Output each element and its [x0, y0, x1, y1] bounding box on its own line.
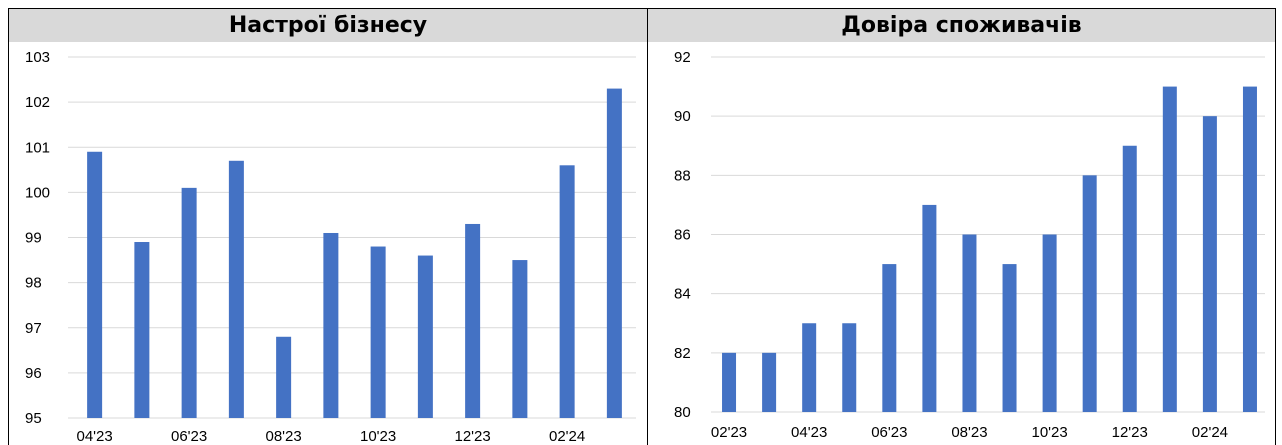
y-tick-label: 90	[674, 108, 691, 125]
bar	[1002, 264, 1017, 412]
bar	[370, 246, 386, 418]
y-tick-label: 102	[25, 94, 50, 111]
y-tick-label: 86	[674, 227, 691, 244]
bar	[1162, 86, 1177, 412]
chart-title-consumer-confidence: Довіра споживачів	[648, 9, 1275, 42]
y-tick-label: 100	[25, 184, 50, 201]
chart-title-business-sentiment: Настрої бізнесу	[9, 9, 647, 42]
x-tick-label: 08'23	[266, 428, 302, 445]
y-tick-label: 82	[674, 345, 691, 362]
y-tick-label: 88	[674, 167, 691, 184]
bar	[559, 165, 575, 418]
x-tick-label: 12'23	[455, 428, 491, 445]
bar	[606, 88, 622, 419]
x-tick-label: 10'23	[360, 428, 396, 445]
y-tick-label: 84	[674, 286, 691, 303]
y-tick-label: 98	[25, 275, 42, 292]
bar	[1042, 234, 1057, 412]
bar	[1122, 145, 1137, 412]
y-tick-label: 96	[25, 365, 42, 382]
x-tick-label: 08'23	[951, 424, 987, 441]
bar	[762, 352, 777, 412]
x-tick-label: 02'23	[711, 424, 747, 441]
bar	[1202, 116, 1217, 413]
bar	[1242, 86, 1257, 412]
x-tick-label: 04'23	[791, 424, 827, 441]
x-tick-label: 06'23	[171, 428, 207, 445]
x-tick-label: 02'24	[549, 428, 585, 445]
bar	[512, 260, 528, 418]
bar	[922, 204, 937, 412]
bar	[1082, 175, 1097, 412]
bar	[323, 232, 339, 418]
bar	[802, 323, 817, 412]
business-sentiment-chart: 95 96 97 98 99 100 101 102 103 04'23 06'23 08'23 10'…	[25, 49, 636, 445]
y-tick-label: 92	[674, 49, 691, 66]
charts-frame	[8, 8, 1276, 445]
y-tick-label: 80	[674, 404, 691, 421]
bar	[722, 352, 737, 412]
bar	[87, 151, 103, 418]
bar	[181, 187, 197, 418]
y-tick-label: 97	[25, 320, 42, 337]
bar	[842, 323, 857, 412]
y-tick-label: 101	[25, 139, 50, 156]
x-tick-label: 04'23	[77, 428, 113, 445]
y-tick-label: 95	[25, 410, 42, 427]
bar	[962, 234, 977, 412]
y-tick-label: 99	[25, 230, 42, 247]
x-tick-label: 06'23	[871, 424, 907, 441]
bar	[134, 242, 150, 418]
x-tick-label: 02'24	[1192, 424, 1228, 441]
bar	[417, 255, 433, 418]
bar	[228, 160, 244, 418]
panel-divider	[647, 8, 648, 445]
x-tick-label: 10'23	[1031, 424, 1067, 441]
bar	[882, 264, 897, 412]
y-tick-label: 103	[25, 49, 50, 66]
bar	[276, 336, 292, 418]
bar	[465, 223, 481, 418]
x-tick-label: 12'23	[1112, 424, 1148, 441]
